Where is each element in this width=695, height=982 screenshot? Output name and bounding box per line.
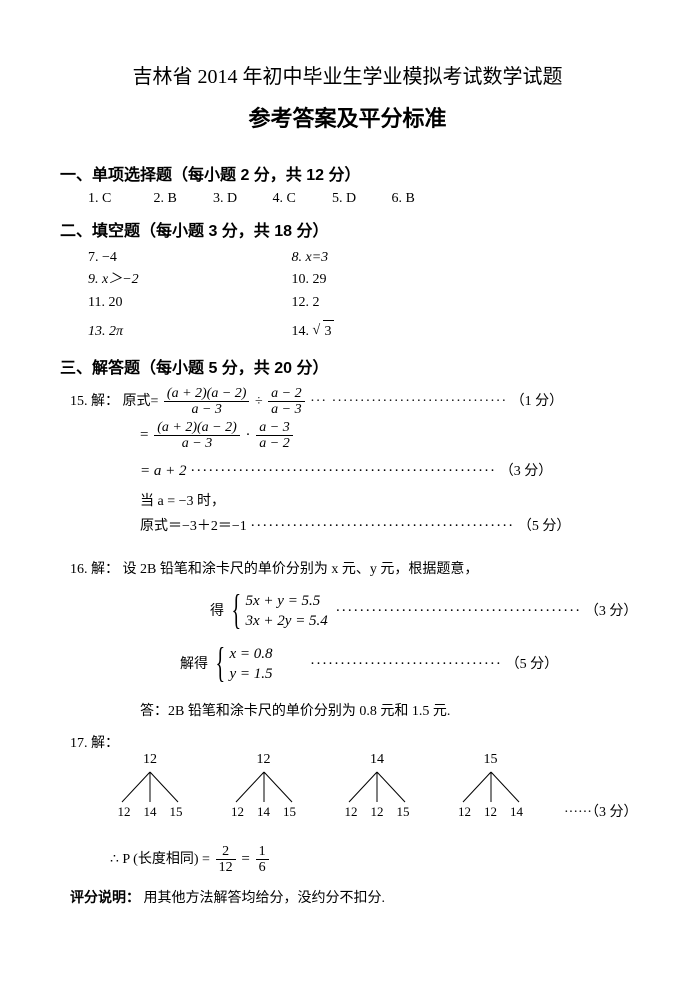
fill-row-1: 7. −4 8. x=3 — [88, 247, 635, 269]
q15-line3: = a + 2 ································… — [140, 453, 635, 489]
mc-answers-row: 1. C 2. B 3. D 4. C 5. D 6. B — [88, 191, 635, 207]
scoring-note: 评分说明： 用其他方法解答均给分，没约分不扣分. — [70, 887, 635, 907]
q15-eq2-lead: = — [140, 427, 152, 443]
q15-f2-num: a − 2 — [268, 386, 304, 402]
fill-10: 10. 29 — [292, 269, 412, 291]
fill-13: 13. 2π — [88, 321, 288, 343]
q17: 17. 解： 12121415 12121415 14121215 151212… — [70, 732, 635, 821]
mc-a2: 2. B — [154, 191, 210, 207]
q16-answer-text: 答：2B 铅笔和涂卡尺的单价分别为 0.8 元和 1.5 元. — [140, 704, 450, 719]
q15-line2: = (a + 2)(a − 2)a − 3 · a − 3a − 2 — [140, 417, 635, 453]
brace-icon-2: x = 0.8 y = 1.5 — [216, 645, 273, 684]
fill-row-4: 13. 2π 14. 3 — [88, 320, 635, 343]
q15-line4: 原式＝−3＋2＝−1 ·····························… — [140, 514, 635, 538]
tree-diagram: 12121415 12121415 14121215 15121214 ····… — [110, 752, 637, 767]
tree-3: 15121214 — [451, 752, 531, 821]
q16-dots1: ········································… — [335, 603, 581, 619]
fill-7: 7. −4 — [88, 247, 288, 269]
q15-score4: （5 分） — [518, 519, 571, 534]
section2-heading: 二、填空题（每小题 3 分，共 18 分） — [60, 217, 635, 241]
q16-sys2a: x = 0.8 — [230, 645, 273, 665]
q17-pn1: 2 — [216, 844, 236, 860]
q16-answer: 答：2B 铅笔和涂卡尺的单价分别为 0.8 元和 1.5 元. — [140, 700, 635, 720]
q15-score1: （1 分） — [511, 394, 564, 409]
fill-11: 11. 20 — [88, 292, 288, 314]
q15-when: 当 a = −3 时， — [140, 489, 635, 513]
section1-heading: 一、单项选择题（每小题 2 分，共 12 分） — [60, 161, 635, 185]
q17-pn2: 1 — [256, 844, 269, 860]
q15-dots1: ······························· — [332, 394, 508, 409]
q15-eq4: 原式＝−3＋2＝−1 — [140, 519, 250, 534]
q16-sys1: 得 5x + y = 5.5 3x + 2y = 5.4 ···········… — [210, 592, 635, 631]
fill-row-3: 11. 20 12. 2 — [88, 292, 635, 314]
tree-0: 12121415 — [110, 752, 190, 821]
tree-1: 12121415 — [224, 752, 304, 821]
q15-dots-short: ··· — [310, 394, 332, 409]
q15-frac3: (a + 2)(a − 2)a − 3 — [154, 420, 240, 452]
q17-frac1: 212 — [216, 844, 236, 876]
q17-frac2: 16 — [256, 844, 269, 876]
q15-f4-den: a − 2 — [256, 436, 292, 451]
mc-a5: 5. D — [332, 191, 388, 207]
doc-title-line2: 参考答案及平分标准 — [60, 101, 635, 133]
q16-sys2b: y = 1.5 — [230, 665, 273, 685]
mc-a6: 6. B — [392, 191, 432, 207]
q17-prob-lead: ∴ P (长度相同) = — [110, 852, 210, 867]
q17-tree-tail: ······（3 分） — [564, 805, 637, 820]
q16-dots2: ································ — [310, 656, 502, 672]
q17-prob: ∴ P (长度相同) = 212 = 16 — [110, 841, 635, 877]
q16: 16. 解： 设 2B 铅笔和涂卡尺的单价分别为 x 元、y 元，根据题意， — [70, 558, 635, 578]
fill-12: 12. 2 — [292, 292, 412, 314]
brace-icon: 5x + y = 5.5 3x + 2y = 5.4 — [232, 592, 328, 631]
q17-pd1: 12 — [216, 860, 236, 875]
q15-f3-den: a − 3 — [154, 436, 240, 451]
q15-frac4: a − 3a − 2 — [256, 420, 292, 452]
q15-when-text: 当 a = −3 时， — [140, 494, 225, 509]
q16-sys1a: 5x + y = 5.5 — [246, 592, 328, 612]
mc-a3: 3. D — [213, 191, 269, 207]
q16-score1: （3 分） — [585, 604, 638, 619]
q15-div: ÷ — [255, 394, 266, 409]
q15-dots4: ········································… — [250, 518, 514, 534]
q16-sys1b: 3x + 2y = 5.4 — [246, 612, 328, 632]
fill-14-pre: 14. — [292, 324, 313, 339]
q15-mul: · — [246, 427, 255, 443]
q15-frac2: a − 2a − 3 — [268, 386, 304, 418]
q15-frac1: (a + 2)(a − 2)a − 3 — [164, 386, 250, 418]
q15-f1-num: (a + 2)(a − 2) — [164, 386, 250, 402]
note-text: 用其他方法解答均给分，没约分不扣分. — [144, 891, 386, 906]
q16-score2: （5 分） — [506, 657, 559, 672]
fill-14-rad: 3 — [323, 320, 334, 343]
q17-eq: = — [241, 851, 253, 867]
q15: 15. 解： 原式= (a + 2)(a − 2)a − 3 ÷ a − 2a … — [70, 386, 635, 418]
q15-eq3: = a + 2 — [140, 463, 190, 479]
q16-jiede: 解得 — [180, 657, 208, 672]
sqrt-icon: 3 — [313, 320, 334, 343]
q15-f4-num: a − 3 — [256, 420, 292, 436]
q15-label: 15. 解： — [70, 394, 119, 409]
q15-dots3: ········································… — [190, 463, 496, 479]
tree-2: 14121215 — [337, 752, 417, 821]
q16-label: 16. 解： — [70, 562, 119, 577]
q17-label: 17. 解： — [70, 736, 119, 751]
q15-f1-den: a − 3 — [164, 402, 250, 417]
section3-heading: 三、解答题（每小题 5 分，共 20 分） — [60, 354, 635, 378]
mc-a4: 4. C — [273, 191, 329, 207]
q15-f2-den: a − 3 — [268, 402, 304, 417]
q15-f3-num: (a + 2)(a − 2) — [154, 420, 240, 436]
note-label: 评分说明： — [70, 889, 140, 905]
q15-lead: 原式= — [123, 394, 159, 409]
fill-14: 14. 3 — [292, 320, 412, 343]
q16-sys2: 解得 x = 0.8 y = 1.5 ·····················… — [180, 645, 635, 684]
q15-score3: （3 分） — [500, 464, 553, 479]
fill-9: 9. x＞−2 — [88, 269, 288, 291]
mc-a1: 1. C — [88, 191, 150, 207]
q16-intro: 设 2B 铅笔和涂卡尺的单价分别为 x 元、y 元，根据题意， — [123, 562, 479, 577]
q17-pd2: 6 — [256, 860, 269, 875]
fill-8: 8. x=3 — [292, 247, 412, 269]
fill-row-2: 9. x＞−2 10. 29 — [88, 269, 635, 291]
doc-title-line1: 吉林省 2014 年初中毕业生学业模拟考试数学试题 — [60, 60, 635, 89]
